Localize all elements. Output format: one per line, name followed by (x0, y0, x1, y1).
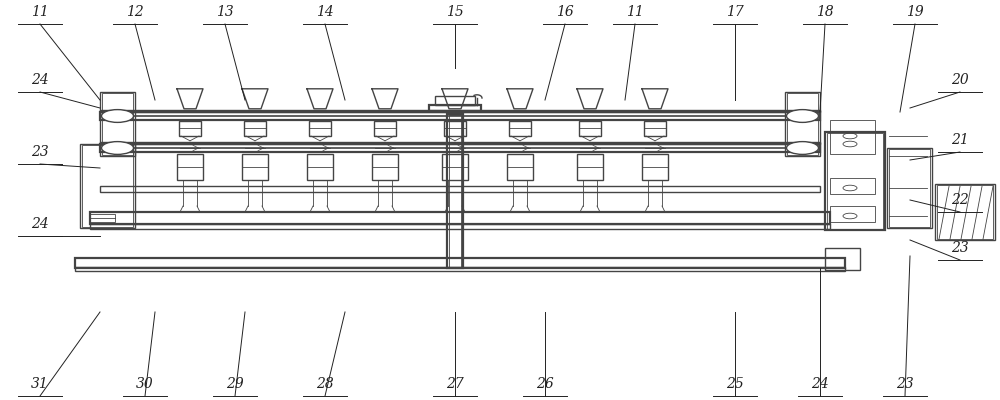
Bar (100, 186, 820, 192)
Bar (444, 121, 466, 136)
Bar (309, 121, 331, 136)
Bar (90, 224, 830, 229)
Text: 22: 22 (951, 193, 969, 207)
Bar (435, 96, 475, 105)
Bar (75, 258, 845, 268)
Bar (82, 145, 133, 227)
Text: 12: 12 (126, 5, 144, 19)
Text: 11: 11 (31, 5, 49, 19)
Bar (830, 206, 875, 222)
Bar (179, 121, 201, 136)
Bar (242, 154, 268, 180)
Bar (100, 92, 135, 156)
Bar (579, 121, 601, 136)
Text: 14: 14 (316, 5, 334, 19)
Bar (177, 154, 203, 180)
Bar (100, 142, 820, 144)
Bar (830, 178, 875, 194)
Circle shape (102, 110, 134, 122)
Bar (642, 154, 668, 180)
Text: 11: 11 (626, 5, 644, 19)
Circle shape (102, 142, 134, 154)
Bar (429, 105, 481, 111)
Bar (449, 115, 461, 267)
Bar (644, 121, 666, 136)
Bar (100, 112, 820, 120)
Text: 16: 16 (556, 5, 574, 19)
Bar (100, 144, 820, 152)
Bar (830, 120, 875, 154)
Bar (827, 133, 883, 229)
Text: 13: 13 (216, 5, 234, 19)
Bar (787, 93, 818, 155)
Text: 18: 18 (816, 5, 834, 19)
Bar (825, 248, 860, 270)
Text: 15: 15 (446, 5, 464, 19)
Bar (75, 267, 845, 271)
Text: 24: 24 (811, 377, 829, 391)
Bar (447, 114, 463, 268)
Bar (507, 154, 533, 180)
Bar (90, 212, 830, 224)
Bar (100, 110, 820, 112)
Bar (374, 121, 396, 136)
Text: 20: 20 (951, 73, 969, 87)
Bar (80, 144, 135, 228)
Text: 23: 23 (31, 145, 49, 159)
Bar (825, 132, 885, 230)
Bar (889, 149, 930, 227)
Text: 31: 31 (31, 377, 49, 391)
Bar (577, 154, 603, 180)
Text: 21: 21 (951, 133, 969, 147)
Text: 30: 30 (136, 377, 154, 391)
Bar (785, 92, 820, 156)
Bar (442, 154, 468, 180)
Text: 24: 24 (31, 73, 49, 87)
Bar (244, 121, 266, 136)
Bar (935, 184, 995, 240)
Text: 29: 29 (226, 377, 244, 391)
Text: 19: 19 (906, 5, 924, 19)
Text: 25: 25 (726, 377, 744, 391)
Bar (90, 214, 115, 222)
Text: 27: 27 (446, 377, 464, 391)
Text: 17: 17 (726, 5, 744, 19)
Text: 26: 26 (536, 377, 554, 391)
Text: 23: 23 (896, 377, 914, 391)
Bar (307, 154, 333, 180)
Bar (887, 148, 932, 228)
Bar (102, 93, 133, 155)
Bar (937, 185, 993, 239)
Circle shape (786, 110, 818, 122)
Bar (509, 121, 531, 136)
Text: 23: 23 (951, 241, 969, 255)
Text: 28: 28 (316, 377, 334, 391)
Text: 24: 24 (31, 217, 49, 231)
Bar (372, 154, 398, 180)
Circle shape (786, 142, 818, 154)
